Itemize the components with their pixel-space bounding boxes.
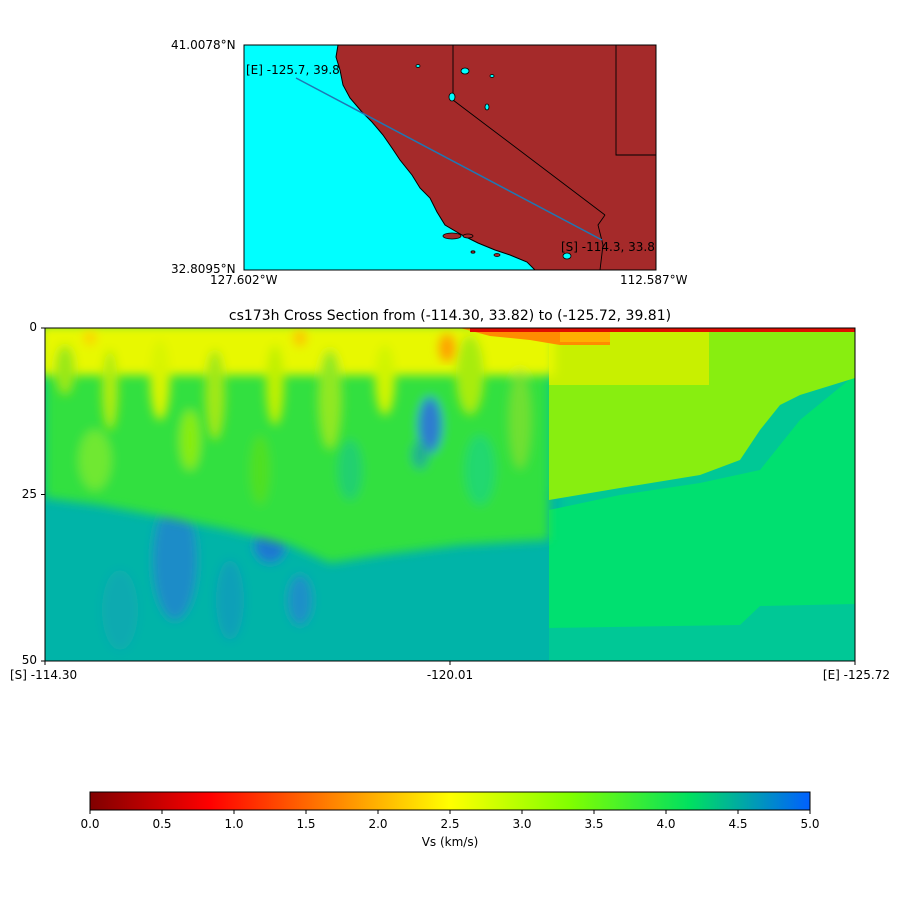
section-lvz [84,331,96,345]
colorbar-label: Vs (km/s) [421,835,479,849]
lake [484,103,490,111]
colorbar-tick-label: 3.5 [584,817,604,831]
section-lvz [294,330,306,346]
section-deep-right-lower [549,628,855,661]
state-border-ca-az [597,214,606,270]
section-anomaly [508,370,532,470]
section-anomaly [375,345,395,415]
x-tick-label: [E] -125.72 [822,668,890,682]
section-mid-right [549,375,855,628]
section-anomaly [288,575,312,625]
y-tick-label: 25 [21,486,37,501]
lake [415,64,421,68]
section-anomaly [318,350,342,450]
map-land [335,45,656,270]
island [470,250,476,254]
colorbar-tick-label: 0.5 [152,817,172,831]
map-frame [243,44,657,271]
island [442,232,462,240]
island [462,233,474,239]
lake [489,74,495,78]
section-anomaly [102,350,118,430]
section-anomaly [102,570,138,650]
map-start-label: [S] -114.3, 33.8 [561,240,655,254]
lake [460,67,470,75]
y-tick-label: 50 [21,653,37,667]
section-anomaly [180,410,200,470]
colorbar-tick-label: 2.5 [440,817,460,831]
colorbar-tick-label: 0.0 [80,817,100,831]
colorbar-tick-label: 1.0 [224,817,244,831]
section-anomaly [412,441,428,469]
x-tick-label: -120.01 [426,668,474,682]
section-anomaly [465,435,495,505]
colorbar-tick-label: 1.5 [296,817,316,831]
map-lon-right-label: 112.587°W [620,273,688,287]
colorbar-tick-label: 5.0 [800,817,820,831]
island [493,253,501,257]
section-anomaly [216,560,244,640]
colorbar-tick-label: 4.0 [656,817,676,831]
colorbar-gradient [89,791,811,811]
section-anomaly [266,345,284,425]
section-surface-strip [560,332,610,342]
cross-section-plot [41,327,856,665]
colorbar-tick-label: 2.0 [368,817,388,831]
map-end-label: [E] -125.7, 39.8 [246,63,340,77]
section-anomaly [250,435,270,505]
section-mid-left [45,330,549,563]
section-anomaly [456,335,484,415]
section-anomaly [205,350,225,440]
map-lat-top-label: 41.0078°N [171,38,236,52]
map-lon-left-label: 127.602°W [210,273,278,287]
chart-title: cs173h Cross Section from (-114.30, 33.8… [228,308,672,324]
section-anomaly [79,430,111,490]
section-anomaly [55,345,75,395]
section-anomaly [418,397,442,453]
section-anomaly [338,440,362,500]
x-tick-label: [S] -114.30 [10,668,78,682]
lake [562,252,572,260]
location-map [243,44,657,271]
y-tick-label: 0 [29,320,37,334]
section-anomaly [150,340,170,420]
colorbar-tick-label: 3.0 [512,817,532,831]
map-lat-bottom-label: 32.8095°N [171,262,236,276]
lake [448,92,456,102]
section-lvz [439,334,455,362]
section-surface-layer [470,328,855,332]
state-border-az-nv [615,45,656,156]
cross-section-line [295,77,603,241]
colorbar-tick-label: 4.5 [728,817,748,831]
section-anomaly [153,500,197,620]
